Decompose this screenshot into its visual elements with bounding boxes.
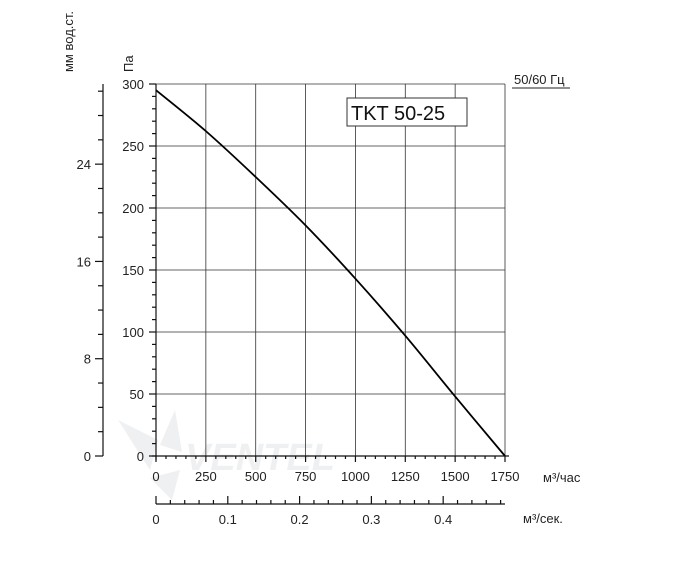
y-tick-label: 150 <box>122 263 144 278</box>
x-tick-label: 250 <box>195 469 217 484</box>
axes <box>95 83 509 505</box>
x-tick-label: 1750 <box>491 469 520 484</box>
x-secondary-tick-label: 0.4 <box>434 512 452 527</box>
frequency-label-group: 50/60 Гц <box>512 72 570 89</box>
grid-lines <box>156 83 506 456</box>
y-tick-label: 250 <box>122 139 144 154</box>
y-axis-label-secondary: мм вод.ст. <box>61 11 76 72</box>
tick-labels: 0 50 100 150 200 250 300 0 250 500 750 1000 1250 1500… <box>77 77 520 527</box>
curve-layer <box>155 89 506 457</box>
y-axis-label-primary: Па <box>121 55 136 72</box>
chart-title: TKT 50-25 <box>351 103 445 125</box>
y-secondary-tick-label: 16 <box>77 254 91 269</box>
x-tick-label: 500 <box>245 469 267 484</box>
watermark-text: VENTEL <box>185 437 335 479</box>
y-tick-label: 0 <box>137 449 144 464</box>
y-secondary-tick-label: 0 <box>84 449 91 464</box>
x-tick-label: 1250 <box>391 469 420 484</box>
x-tick-label: 750 <box>295 469 317 484</box>
x-axis-label-primary: м³/час <box>543 470 581 485</box>
y-tick-label: 100 <box>122 325 144 340</box>
frequency-label: 50/60 Гц <box>514 72 565 87</box>
x-tick-label: 1500 <box>441 469 470 484</box>
x-tick-label: 1000 <box>341 469 370 484</box>
x-axis-label-secondary: м³/сек. <box>523 511 563 526</box>
y-tick-label: 300 <box>122 77 144 92</box>
performance-curve <box>155 89 506 457</box>
x-secondary-tick-label: 0.1 <box>219 512 237 527</box>
chart-title-box: TKT 50-25 <box>346 97 468 127</box>
x-secondary-tick-label: 0 <box>152 512 159 527</box>
x-tick-label: 0 <box>152 469 159 484</box>
y-secondary-tick-label: 24 <box>77 157 91 172</box>
y-tick-label: 50 <box>130 387 144 402</box>
y-tick-label: 200 <box>122 201 144 216</box>
y-secondary-tick-label: 8 <box>84 352 91 367</box>
x-secondary-tick-label: 0.2 <box>291 512 309 527</box>
watermark-logo: VENTEL <box>118 410 335 500</box>
x-secondary-tick-label: 0.3 <box>362 512 380 527</box>
